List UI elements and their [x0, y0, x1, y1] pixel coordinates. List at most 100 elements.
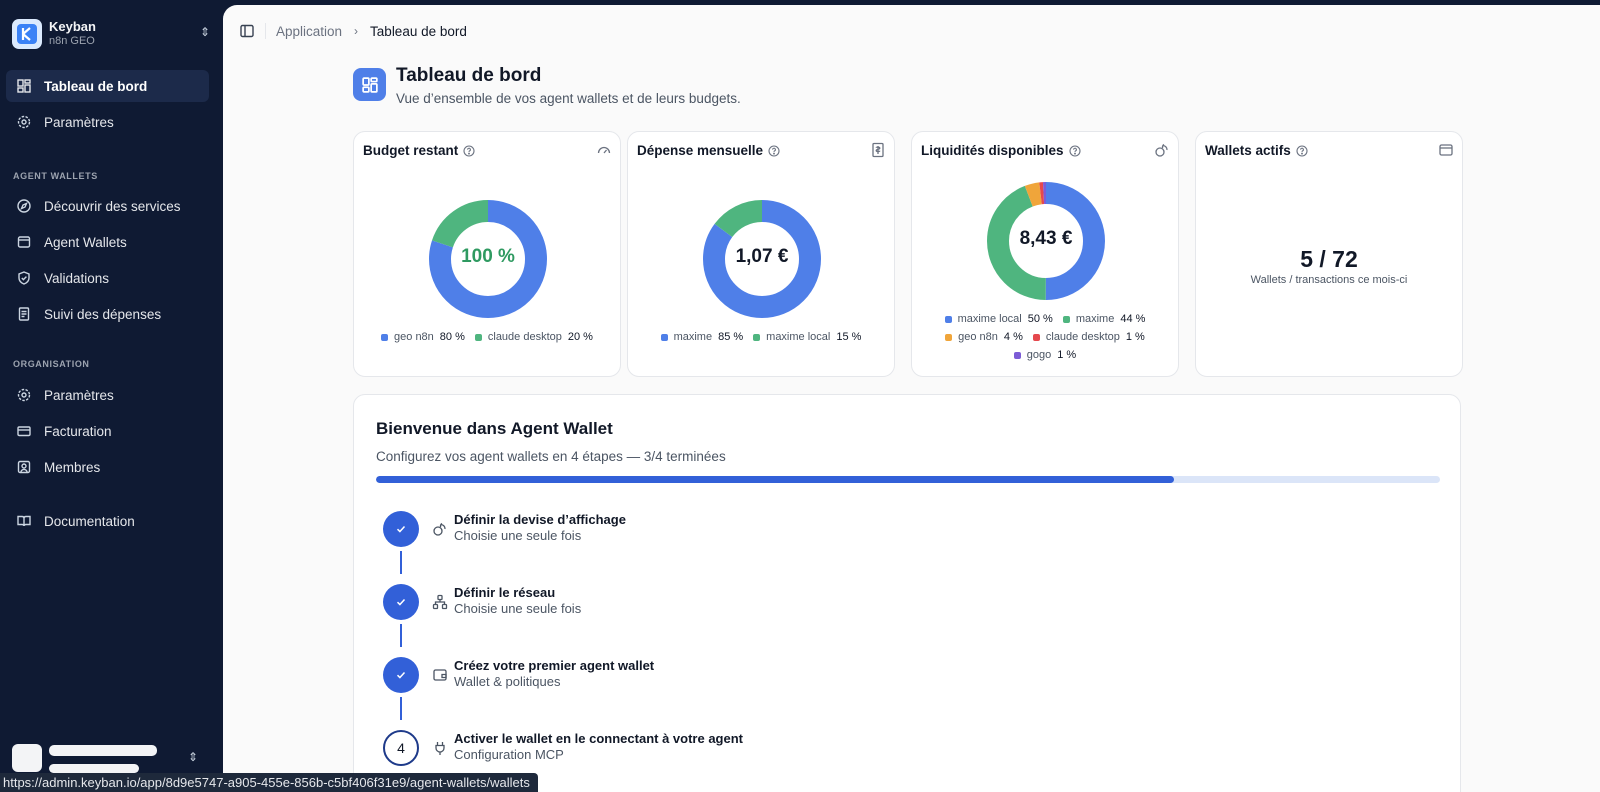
help-icon[interactable] — [463, 144, 475, 157]
divider — [265, 23, 266, 39]
network-icon — [432, 594, 448, 610]
legend-label: gogo — [1026, 349, 1052, 361]
step-title[interactable]: Définir la devise d’affichage — [454, 512, 626, 527]
legend-value: 80 % — [439, 331, 465, 343]
sidebar-item-label: Validations — [44, 270, 110, 286]
onboarding-title: Bienvenue dans Agent Wallet — [376, 419, 613, 438]
sidebar-item-settings[interactable]: Paramètres — [6, 106, 209, 138]
legend-label: geo n8n — [958, 331, 998, 343]
legend-value: 44 % — [1120, 313, 1146, 325]
receipt-icon — [16, 306, 32, 322]
legend-value: 50 % — [1027, 313, 1053, 325]
donut-center-value: 8,43 € — [1019, 228, 1073, 249]
main-content: Application › Tableau de bord Tableau de… — [223, 5, 1600, 792]
legend-item: maxime local 15 % — [753, 328, 861, 346]
active-wallets-caption: Wallets / transactions ce mois-ci — [1250, 274, 1408, 286]
active-wallets-value: 5 / 72 — [1300, 246, 1358, 272]
legend-dot — [753, 333, 761, 341]
card-budget-remaining: Budget restant 100 % geo n8n 80 % claude … — [353, 131, 621, 377]
donut-center-value: 1,07 € — [735, 246, 789, 267]
sidebar-item-spend-tracking[interactable]: Suivi des dépenses — [6, 298, 209, 330]
legend-item: maxime local 50 % — [944, 310, 1053, 328]
sidebar-toggle-icon[interactable] — [239, 23, 255, 39]
org-subtitle: n8n GEO — [49, 35, 95, 47]
sidebar-item-label: Suivi des dépenses — [44, 306, 162, 322]
donut-chart — [701, 198, 823, 320]
legend-item: gogo 1 % — [1013, 346, 1077, 364]
onboarding-progress-bar — [376, 476, 1440, 483]
step-number-badge: 4 — [383, 730, 419, 766]
chart-legend: maxime 85 % maxime local 15 % — [628, 328, 894, 346]
coins-icon — [432, 521, 448, 537]
sidebar-item-label: Documentation — [44, 513, 135, 529]
donut-chart — [427, 198, 549, 320]
card-active-wallets: Wallets actifs 5 / 72 Wallets / transact… — [1195, 131, 1463, 377]
breadcrumb-parent[interactable]: Application — [276, 23, 343, 39]
sidebar-item-dashboard[interactable]: Tableau de bord — [6, 70, 209, 102]
user-name-redacted — [49, 745, 157, 756]
chevrons-up-down-icon: ⇕ — [199, 25, 210, 39]
step-title[interactable]: Créez votre premier agent wallet — [454, 658, 655, 673]
sidebar-item-agent-wallets[interactable]: Agent Wallets — [6, 226, 209, 258]
legend-item: claude desktop 1 % — [1032, 328, 1145, 346]
legend-value: 1 % — [1057, 349, 1077, 361]
user-square-icon — [16, 459, 32, 475]
card-title: Dépense mensuelle — [637, 143, 764, 158]
sidebar-item-label: Tableau de bord — [44, 78, 148, 94]
sidebar-item-members[interactable]: Membres — [6, 451, 209, 483]
chart-legend: geo n8n 80 % claude desktop 20 % — [354, 328, 620, 346]
sidebar-item-validations[interactable]: Validations — [6, 262, 209, 294]
step-title[interactable]: Activer le wallet en le connectant à vot… — [454, 731, 743, 746]
page-title: Tableau de bord — [396, 65, 542, 86]
donut-svg — [703, 200, 821, 318]
step-connector — [400, 697, 402, 720]
onboarding-subtitle: Configurez vos agent wallets en 4 étapes… — [376, 449, 726, 464]
sidebar-item-label: Paramètres — [44, 114, 114, 130]
org-switcher[interactable]: Keyban n8n GEO ⇕ — [12, 17, 212, 51]
breadcrumb-current: Tableau de bord — [370, 23, 467, 39]
plug-icon — [432, 740, 448, 756]
sidebar-item-label: Membres — [44, 459, 101, 475]
donut-center-value: 100 % — [461, 246, 515, 267]
step-done-badge — [383, 511, 419, 547]
legend-label: geo n8n — [394, 331, 434, 343]
dashboard-icon — [353, 68, 386, 101]
donut-svg — [429, 200, 547, 318]
wallet-icon — [16, 234, 32, 250]
legend-dot — [660, 333, 668, 341]
help-icon[interactable] — [1296, 144, 1308, 157]
avatar[interactable] — [12, 744, 42, 772]
sidebar-item-documentation[interactable]: Documentation — [6, 505, 209, 537]
step-description: Wallet & politiques — [454, 674, 561, 689]
legend-dot — [1062, 315, 1070, 323]
sidebar-item-discover[interactable]: Découvrir des services — [6, 190, 209, 222]
donut-svg — [987, 182, 1105, 300]
section-agent-wallets: AGENT WALLETS — [13, 171, 98, 181]
legend-value: 4 % — [1003, 331, 1023, 343]
legend-item: maxime 44 % — [1062, 310, 1146, 328]
shield-check-icon — [16, 270, 32, 286]
chevrons-up-down-icon[interactable]: ⇕ — [188, 750, 199, 764]
sidebar-item-billing[interactable]: Facturation — [6, 415, 209, 447]
page-header: Tableau de bord Vue d’ensemble de vos ag… — [353, 65, 741, 106]
help-icon[interactable] — [1068, 144, 1081, 157]
legend-value: 85 % — [718, 331, 744, 343]
dashboard-icon — [16, 78, 32, 94]
sidebar-item-label: Agent Wallets — [44, 234, 127, 250]
progress-fill — [376, 476, 1174, 483]
check-icon — [396, 598, 406, 606]
legend-dot — [474, 333, 482, 341]
gear-icon — [16, 387, 32, 403]
sidebar-item-org-settings[interactable]: Paramètres — [6, 379, 209, 411]
legend-label: maxime local — [766, 331, 831, 343]
user-email-redacted — [49, 764, 139, 773]
step-connector — [400, 624, 402, 647]
legend-value: 1 % — [1125, 331, 1145, 343]
legend-value: 15 % — [836, 331, 862, 343]
sidebar: Keyban n8n GEO ⇕ Tableau de bord Paramèt… — [0, 0, 223, 792]
step-title[interactable]: Définir le réseau — [454, 585, 556, 600]
receipt-icon — [870, 142, 886, 158]
legend-item: geo n8n 4 % — [945, 328, 1023, 346]
help-icon[interactable] — [768, 144, 780, 157]
legend-item: geo n8n 80 % — [381, 328, 465, 346]
